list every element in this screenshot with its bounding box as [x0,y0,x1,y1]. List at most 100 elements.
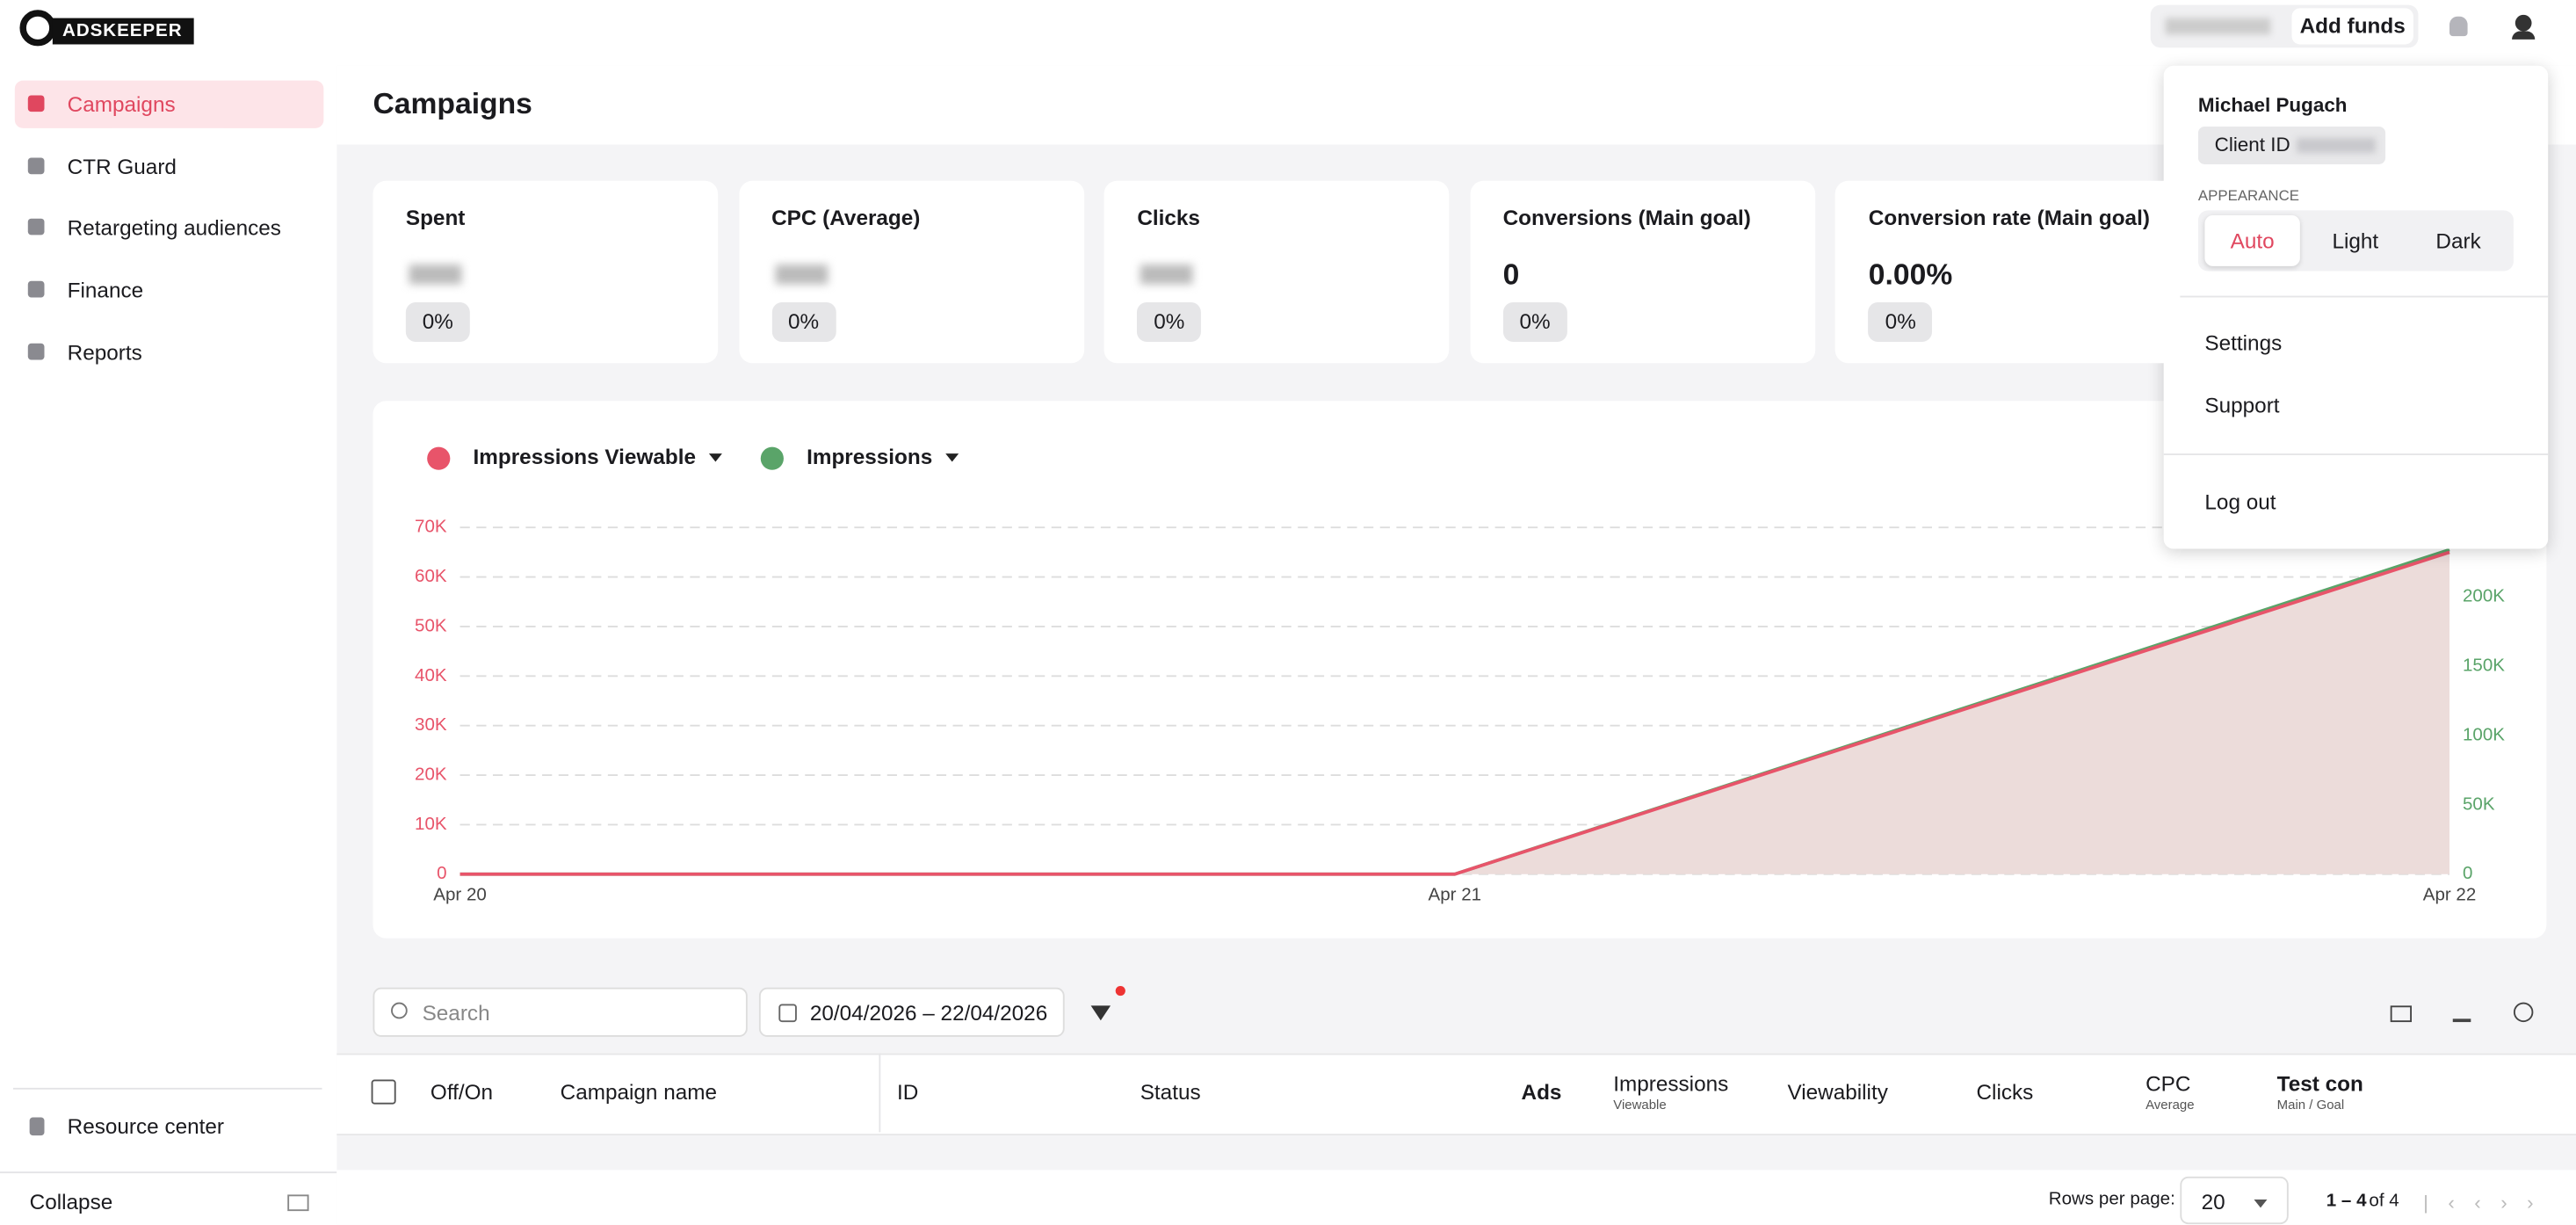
y-tick-label: 70K [415,517,447,537]
page-nav[interactable]: |‹‹›› | [2423,1191,2576,1214]
metric-change: 0% [1137,302,1202,342]
x-tick-label: Apr 22 [2423,885,2477,905]
metric-label[interactable]: CPC (Average) [771,205,921,230]
date-range: 20/04/2026 – 22/04/2026 [809,1000,1048,1026]
nav-icon [27,280,45,298]
column-header[interactable]: Viewability [1787,1079,1888,1105]
chart: 0 10K 20K 30K 40K 50K 60K 70K 0 50K 100K 150K 200K Ap… [415,446,2505,905]
x-tick-label: Apr 21 [1429,885,1482,905]
blurred-balance [2165,18,2271,35]
y-tick-label: 40K [415,665,447,685]
column-header[interactable]: Clicks [1976,1079,2034,1105]
legend-caret [945,453,959,462]
date-picker[interactable] [758,987,1065,1037]
legend-swatch [760,446,784,470]
nav-icon [27,156,45,174]
metric-value: 0.00% [1868,257,1953,291]
logout[interactable]: Log out [2204,489,2276,515]
y2-tick-label: 150K [2463,655,2505,675]
caret [2254,1200,2268,1208]
filter-icon[interactable] [1090,1005,1111,1021]
logo-icon [19,10,56,47]
page-total: of 4 [2369,1191,2399,1212]
page-title: Campaigns [373,87,532,120]
collapse[interactable]: Collapse [29,1189,113,1214]
column-subheader: Main / Goal [2276,1098,2345,1113]
blurred-value [1140,265,1193,285]
column-header[interactable]: Impressions [1613,1071,1729,1097]
user-name: Michael Pugach [2197,93,2348,117]
y-tick-label: 10K [415,814,447,834]
metric-label[interactable]: Conversions (Main goal) [1502,205,1751,230]
area-fill [459,552,2450,874]
add-funds-button[interactable]: Add funds [2291,8,2413,45]
refresh-icon[interactable] [2513,1002,2534,1023]
metric-label[interactable]: Spent [405,205,466,230]
bell-icon[interactable] [2449,16,2468,37]
appearance-option[interactable]: Dark [2435,228,2481,253]
divider [2163,453,2549,455]
nav-item[interactable]: Retargeting audiences [67,215,281,241]
column-header[interactable]: Off/On [430,1079,494,1105]
logo: ADSKEEPER [52,18,194,45]
metric-change: 0% [1502,302,1567,342]
rows-select[interactable] [2180,1176,2289,1225]
menu-item[interactable]: Support [2204,392,2280,417]
metric-label[interactable]: Conversion rate (Main goal) [1868,205,2150,230]
download-icon[interactable] [2452,1003,2471,1023]
column-header[interactable]: Test con [2276,1071,2363,1097]
y2-tick-label: 50K [2463,794,2495,814]
nav-item[interactable]: Reports [67,339,142,365]
client-id-label: Client ID [2214,133,2290,156]
resource-center[interactable]: Resource center [67,1113,225,1139]
blurred-client-id [2297,138,2376,153]
legend-label: Impressions [807,446,932,469]
metric-change: 0% [771,302,836,342]
x-tick-label: Apr 20 [433,885,487,905]
menu-item[interactable]: Settings [2204,330,2283,355]
nav-icon [27,219,45,236]
column-subheader: Viewable [1613,1098,1667,1113]
column-header[interactable]: CPC [2145,1071,2191,1097]
column-header[interactable]: Ads [1521,1079,1562,1105]
legend-caret [708,453,722,462]
y-tick-label: 50K [415,615,447,635]
nav-icon [27,343,45,360]
user-icon-body [2512,31,2536,40]
user-icon[interactable] [2514,14,2532,32]
column-header[interactable]: Campaign name [560,1079,718,1105]
page-range: 1 – 4 [2326,1191,2367,1212]
y-tick-label: 20K [415,764,447,784]
nav-item[interactable]: Finance [67,278,144,303]
divider [2163,295,2549,298]
column-header[interactable]: ID [896,1079,919,1105]
y2-tick-label: 100K [2463,724,2505,744]
search-icon [391,1002,408,1019]
nav-icon [27,95,45,112]
y2-tick-label: 200K [2463,586,2505,606]
blurred-value [774,265,828,285]
sidebar [0,65,337,1225]
column-subheader: Average [2145,1098,2195,1113]
metric-label[interactable]: Clicks [1137,205,1200,230]
resource-icon [29,1117,45,1136]
series-line [459,550,2450,876]
appearance-option[interactable]: Light [2332,228,2379,253]
nav-item[interactable]: Campaigns [67,91,176,117]
top-bar [0,0,2576,66]
y-tick-label: 60K [415,566,447,586]
collapse-icon[interactable] [287,1194,309,1212]
column-header[interactable]: Status [1140,1079,1201,1105]
nav-item[interactable]: CTR Guard [67,154,177,179]
metric-value: 0 [1502,257,1520,291]
appearance-option[interactable]: Auto [2204,214,2300,266]
metric-change: 0% [405,302,470,342]
columns-icon[interactable] [2390,1005,2413,1023]
search-box[interactable] [373,987,748,1037]
divider [0,1171,337,1174]
select-all-checkbox[interactable] [371,1079,396,1105]
rows-per-page: 20 [2201,1189,2225,1214]
divider [12,1087,322,1090]
active-item-bg [14,80,324,128]
